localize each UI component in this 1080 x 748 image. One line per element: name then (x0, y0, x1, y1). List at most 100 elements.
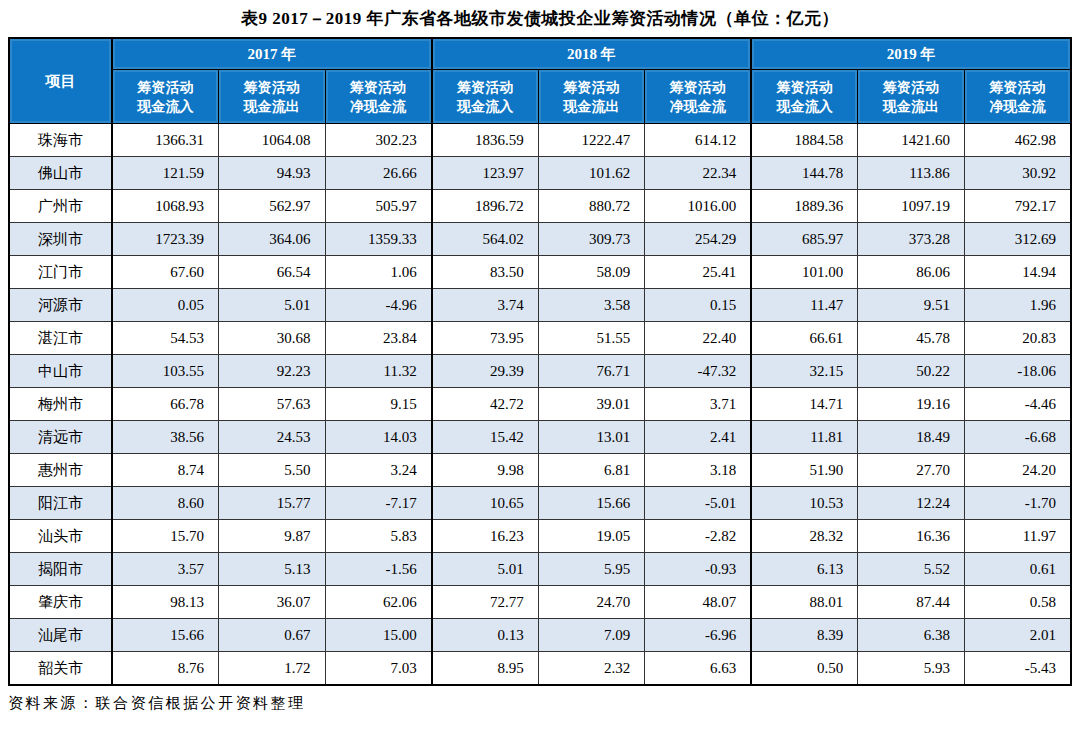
value-cell: 614.12 (645, 124, 752, 157)
city-cell: 湛江市 (9, 322, 112, 355)
table-row: 梅州市66.7857.639.1542.7239.013.7114.7119.1… (9, 388, 1071, 421)
value-cell: 26.66 (325, 157, 432, 190)
value-cell: 103.55 (112, 355, 219, 388)
table-row: 江门市67.6066.541.0683.5058.0925.41101.0086… (9, 256, 1071, 289)
value-cell: 24.53 (219, 421, 326, 454)
value-cell: 50.22 (858, 355, 965, 388)
value-cell: 66.78 (112, 388, 219, 421)
year-header-row: 项目 2017 年 2018 年 2019 年 (9, 38, 1071, 70)
city-cell: 梅州市 (9, 388, 112, 421)
table-row: 揭阳市3.575.13-1.565.015.95-0.936.135.520.6… (9, 553, 1071, 586)
value-cell: 1222.47 (538, 124, 645, 157)
value-cell: 28.32 (751, 520, 858, 553)
value-cell: 15.66 (538, 487, 645, 520)
value-cell: -6.68 (964, 421, 1071, 454)
value-cell: 20.83 (964, 322, 1071, 355)
value-cell: 9.87 (219, 520, 326, 553)
value-cell: 373.28 (858, 223, 965, 256)
value-cell: 38.56 (112, 421, 219, 454)
value-cell: 30.92 (964, 157, 1071, 190)
value-cell: 1016.00 (645, 190, 752, 223)
table-row: 中山市103.5592.2311.3229.3976.71-47.3232.15… (9, 355, 1071, 388)
value-cell: 66.54 (219, 256, 326, 289)
value-cell: 54.53 (112, 322, 219, 355)
value-cell: 562.97 (219, 190, 326, 223)
subheader-2017-outflow: 筹资活动现金流出 (219, 70, 326, 124)
value-cell: 5.01 (219, 289, 326, 322)
value-cell: 312.69 (964, 223, 1071, 256)
value-cell: 23.84 (325, 322, 432, 355)
city-cell: 深圳市 (9, 223, 112, 256)
value-cell: 3.71 (645, 388, 752, 421)
value-cell: -0.93 (645, 553, 752, 586)
value-cell: 309.73 (538, 223, 645, 256)
value-cell: 1.72 (219, 652, 326, 686)
value-cell: 1359.33 (325, 223, 432, 256)
value-cell: -5.43 (964, 652, 1071, 686)
value-cell: -4.96 (325, 289, 432, 322)
value-cell: 15.00 (325, 619, 432, 652)
table-row: 惠州市8.745.503.249.986.813.1851.9027.7024.… (9, 454, 1071, 487)
value-cell: 22.40 (645, 322, 752, 355)
table-row: 广州市1068.93562.97505.971896.72880.721016.… (9, 190, 1071, 223)
report-page: 表9 2017－2019 年广东省各地级市发债城投企业筹资活动情况（单位：亿元）… (0, 0, 1080, 748)
city-cell: 揭阳市 (9, 553, 112, 586)
value-cell: 11.97 (964, 520, 1071, 553)
city-cell: 江门市 (9, 256, 112, 289)
value-cell: 5.83 (325, 520, 432, 553)
table-body: 珠海市1366.311064.08302.231836.591222.47614… (9, 124, 1071, 686)
value-cell: 1884.58 (751, 124, 858, 157)
value-cell: 18.49 (858, 421, 965, 454)
value-cell: 16.23 (432, 520, 539, 553)
city-cell: 广州市 (9, 190, 112, 223)
city-cell: 韶关市 (9, 652, 112, 686)
value-cell: 144.78 (751, 157, 858, 190)
value-cell: 16.36 (858, 520, 965, 553)
value-cell: 5.01 (432, 553, 539, 586)
table-row: 佛山市121.5994.9326.66123.97101.6222.34144.… (9, 157, 1071, 190)
value-cell: 11.47 (751, 289, 858, 322)
value-cell: -6.96 (645, 619, 752, 652)
value-cell: 51.90 (751, 454, 858, 487)
value-cell: 15.77 (219, 487, 326, 520)
value-cell: 121.59 (112, 157, 219, 190)
value-cell: 3.18 (645, 454, 752, 487)
source-note: 资料来源：联合资信根据公开资料整理 (8, 694, 1080, 713)
value-cell: 24.20 (964, 454, 1071, 487)
corner-header-cell: 项目 (9, 38, 112, 124)
value-cell: 15.70 (112, 520, 219, 553)
value-cell: 5.52 (858, 553, 965, 586)
value-cell: 6.38 (858, 619, 965, 652)
value-cell: 83.50 (432, 256, 539, 289)
city-cell: 汕头市 (9, 520, 112, 553)
value-cell: 6.81 (538, 454, 645, 487)
value-cell: 0.61 (964, 553, 1071, 586)
value-cell: 30.68 (219, 322, 326, 355)
value-cell: 8.74 (112, 454, 219, 487)
value-cell: 8.39 (751, 619, 858, 652)
subheader-2019-inflow: 筹资活动现金流入 (751, 70, 858, 124)
table-row: 河源市0.055.01-4.963.743.580.1511.479.511.9… (9, 289, 1071, 322)
value-cell: 1889.36 (751, 190, 858, 223)
value-cell: 15.66 (112, 619, 219, 652)
value-cell: 254.29 (645, 223, 752, 256)
value-cell: 7.03 (325, 652, 432, 686)
value-cell: 6.13 (751, 553, 858, 586)
value-cell: 564.02 (432, 223, 539, 256)
value-cell: 1068.93 (112, 190, 219, 223)
value-cell: 62.06 (325, 586, 432, 619)
value-cell: 25.41 (645, 256, 752, 289)
value-cell: 67.60 (112, 256, 219, 289)
value-cell: 15.42 (432, 421, 539, 454)
value-cell: 3.57 (112, 553, 219, 586)
city-cell: 佛山市 (9, 157, 112, 190)
value-cell: 364.06 (219, 223, 326, 256)
value-cell: 72.77 (432, 586, 539, 619)
value-cell: 0.58 (964, 586, 1071, 619)
value-cell: 92.23 (219, 355, 326, 388)
value-cell: 462.98 (964, 124, 1071, 157)
value-cell: 94.93 (219, 157, 326, 190)
value-cell: 58.09 (538, 256, 645, 289)
value-cell: 1836.59 (432, 124, 539, 157)
value-cell: 39.01 (538, 388, 645, 421)
